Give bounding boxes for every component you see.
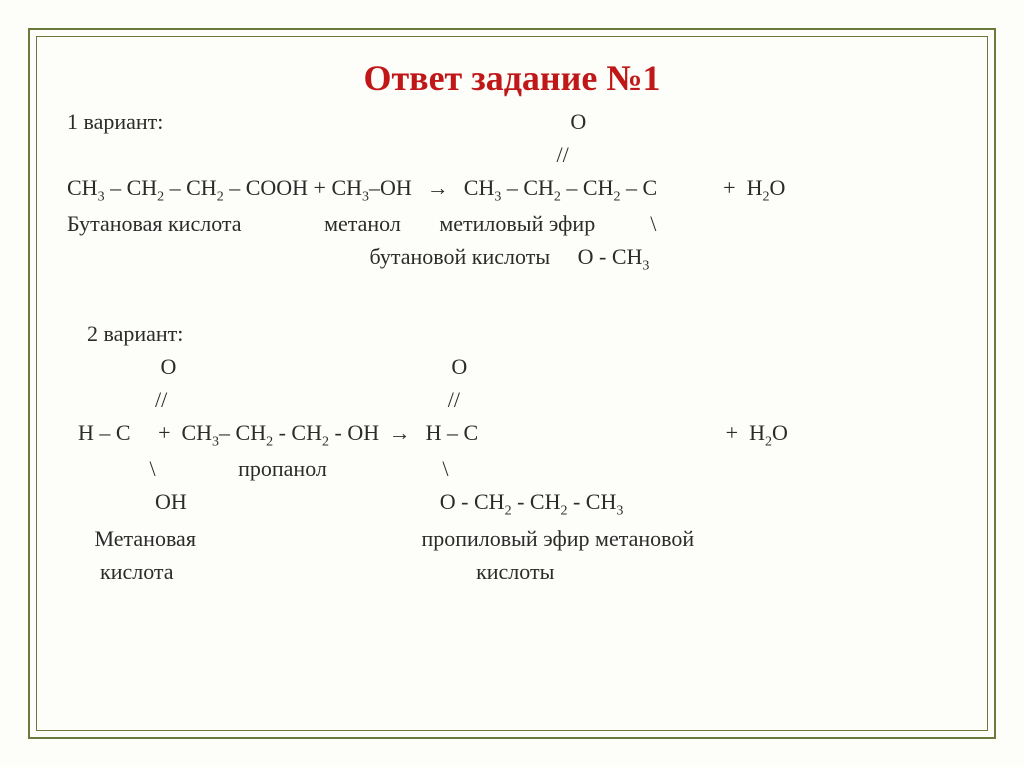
v2-names-row2: кислота кислоты [67, 555, 957, 588]
v1-acid: CH3 – CH2 – CH2 – COOH [67, 175, 308, 200]
v2-water: + H2O [726, 420, 788, 445]
v1-ester2: бутановой кислоты [370, 244, 551, 269]
v1-rhs: CH3 – CH2 – CH2 – C [464, 175, 657, 200]
v1-arrow: → [423, 175, 453, 200]
v1-o-top: O [570, 109, 586, 134]
v2-names-row1: Метановая пропиловый эфир метановой [67, 522, 957, 555]
v2-o-row: O O [67, 350, 957, 383]
v1-alcohol: CH3–OH [331, 175, 411, 200]
v1-acid-name: Бутановая кислота [67, 211, 242, 236]
v2-label: 2 вариант: [67, 317, 957, 350]
v2-lhs-hc: H – C [78, 420, 131, 445]
v2-o-left: O [161, 354, 177, 379]
slide-title: Ответ задание №1 [67, 57, 957, 99]
v2-rhs-tail: O - CH2 - CH2 - CH3 [440, 489, 624, 514]
v1-alc-name: метанол [324, 211, 401, 236]
v2-slash-right: // [448, 387, 460, 412]
v2-alcohol: CH3– CH2 - CH2 - OH [181, 420, 379, 445]
v1-ester-tail-row: бутановой кислоты O - CH3 [67, 240, 957, 276]
v1-backslash: \ [650, 211, 656, 236]
outer-frame: Ответ задание №1 1 вариант: O [28, 28, 996, 739]
v2-backslash-row: \ пропанол \ [67, 452, 957, 485]
v1-ester1: метиловый эфир [439, 211, 595, 236]
v1-equation: CH3 – CH2 – CH2 – COOH + CH3–OH → CH3 – … [67, 171, 957, 207]
v1-names-row: Бутановая кислота метанол метиловый эфир… [67, 207, 957, 240]
v1-label-row: 1 вариант: O [67, 105, 957, 138]
v1-water: + H2O [723, 175, 785, 200]
v2-ester1: пропиловый эфир метановой [421, 526, 694, 551]
v2-rhs-hc: H – C [426, 420, 479, 445]
v2-arrow: → [385, 420, 415, 445]
v1-tail: O - CH3 [578, 244, 650, 269]
spacer [67, 277, 957, 317]
slide: Ответ задание №1 1 вариант: O [0, 0, 1024, 767]
v1-slash-row: // [67, 138, 957, 171]
v2-bs-left: \ [150, 456, 156, 481]
v2-plus: + [158, 420, 170, 445]
v1-label: 1 вариант: [67, 109, 163, 134]
v2-acid-name2: кислота [100, 559, 174, 584]
v2-o-right: O [451, 354, 467, 379]
v2-slash-left: // [155, 387, 167, 412]
v1-plus: + [314, 175, 326, 200]
v2-acid-name: Метановая [95, 526, 196, 551]
v2-equation: H – C + CH3– CH2 - CH2 - OH → H – C + H2… [67, 416, 957, 452]
v1-slash: // [557, 142, 569, 167]
inner-frame: Ответ задание №1 1 вариант: O [36, 36, 988, 731]
v2-lhs-tail: OH [155, 489, 187, 514]
v2-alc-name: пропанол [238, 456, 327, 481]
v2-ester2: кислоты [476, 559, 554, 584]
v2-tail-row: OH O - CH2 - CH2 - CH3 [67, 485, 957, 521]
v2-bs-right: \ [442, 456, 448, 481]
v2-slash-row: // // [67, 383, 957, 416]
